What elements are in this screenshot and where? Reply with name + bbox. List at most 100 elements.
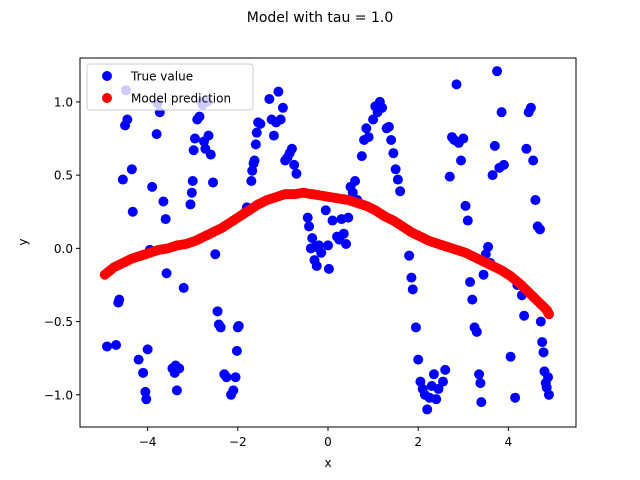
x-tick-label: 0 bbox=[324, 435, 332, 449]
true-value-point bbox=[505, 351, 516, 362]
true-value-point bbox=[208, 177, 219, 188]
true-value-point bbox=[489, 140, 500, 151]
true-value-point bbox=[467, 294, 478, 305]
true-value-point bbox=[363, 132, 374, 143]
true-value-point bbox=[525, 102, 536, 113]
true-value-point bbox=[251, 127, 262, 138]
true-value-point bbox=[521, 143, 532, 154]
true-value-point bbox=[323, 240, 333, 251]
true-value-point bbox=[478, 269, 489, 280]
true-value-point bbox=[406, 272, 417, 283]
true-value-point bbox=[343, 212, 354, 223]
true-value-point bbox=[111, 340, 122, 350]
x-tick-label: −2 bbox=[229, 435, 247, 449]
true-value-point bbox=[451, 79, 462, 90]
legend-marker-true-value bbox=[102, 71, 112, 81]
true-value-point bbox=[510, 392, 521, 403]
true-value-point bbox=[458, 133, 469, 144]
true-value-point bbox=[255, 118, 266, 129]
true-value-point bbox=[147, 181, 158, 192]
true-value-point bbox=[392, 174, 403, 185]
true-value-point bbox=[122, 114, 133, 125]
true-value-point bbox=[534, 224, 545, 235]
true-value-point bbox=[316, 247, 327, 258]
true-value-point bbox=[194, 111, 205, 122]
true-value-point bbox=[537, 337, 548, 348]
points-layer bbox=[99, 66, 554, 415]
legend-marker-model-prediction bbox=[102, 93, 112, 103]
true-value-point bbox=[161, 268, 172, 279]
true-value-point bbox=[437, 376, 448, 387]
true-value-point bbox=[203, 130, 214, 141]
true-value-point bbox=[356, 151, 367, 162]
true-value-point bbox=[487, 170, 498, 181]
true-value-point bbox=[210, 249, 221, 260]
true-value-point bbox=[158, 196, 169, 207]
true-value-point bbox=[249, 155, 260, 166]
true-value-point bbox=[543, 372, 554, 383]
true-value-point bbox=[250, 139, 261, 150]
true-value-point bbox=[433, 383, 444, 394]
x-tick-label: 4 bbox=[505, 435, 513, 449]
true-value-point bbox=[475, 378, 486, 389]
y-tick-label: −0.5 bbox=[44, 315, 73, 329]
true-value-point bbox=[205, 149, 216, 160]
true-value-point bbox=[151, 129, 162, 140]
true-value-point bbox=[428, 369, 439, 380]
true-value-point bbox=[410, 322, 421, 333]
true-value-point bbox=[221, 372, 232, 383]
true-value-point bbox=[519, 310, 530, 321]
true-value-point bbox=[422, 404, 433, 415]
true-value-point bbox=[383, 121, 394, 132]
y-tick-label: 0.5 bbox=[54, 169, 73, 183]
true-value-point bbox=[323, 263, 334, 274]
y-tick-label: 1.0 bbox=[54, 95, 73, 109]
x-tick-label: 2 bbox=[414, 435, 422, 449]
legend-box bbox=[86, 63, 254, 111]
true-value-point bbox=[277, 102, 288, 113]
true-value-point bbox=[178, 282, 189, 293]
x-axis-label: x bbox=[324, 456, 331, 470]
true-value-point bbox=[138, 367, 149, 378]
true-value-point bbox=[291, 168, 302, 179]
legend-label-true-value: True value bbox=[130, 70, 193, 84]
true-value-point bbox=[498, 159, 509, 170]
true-value-point bbox=[390, 164, 401, 175]
true-value-point bbox=[347, 187, 358, 198]
true-value-point bbox=[538, 347, 549, 358]
true-value-point bbox=[160, 214, 171, 225]
true-value-point bbox=[264, 94, 275, 104]
true-value-point bbox=[462, 215, 473, 226]
model-prediction-point bbox=[543, 309, 554, 320]
true-value-point bbox=[126, 164, 137, 175]
y-tick-label: 0.0 bbox=[54, 242, 73, 256]
true-value-point bbox=[275, 114, 286, 125]
true-value-point bbox=[289, 159, 300, 170]
true-value-point bbox=[444, 171, 455, 182]
true-value-point bbox=[127, 206, 138, 217]
y-axis-label: y bbox=[16, 238, 30, 245]
true-value-point bbox=[133, 354, 144, 365]
true-value-point bbox=[377, 102, 388, 113]
true-value-point bbox=[142, 344, 153, 355]
true-value-point bbox=[327, 215, 338, 226]
true-value-point bbox=[307, 233, 318, 244]
true-value-point bbox=[388, 148, 399, 159]
true-value-point bbox=[102, 341, 113, 352]
chart-title: Model with tau = 1.0 bbox=[247, 10, 393, 26]
true-value-point bbox=[471, 326, 482, 337]
true-value-point bbox=[117, 174, 128, 185]
true-value-point bbox=[246, 176, 257, 186]
true-value-point bbox=[304, 221, 315, 232]
true-value-point bbox=[456, 155, 467, 166]
true-value-point bbox=[474, 369, 485, 380]
true-value-point bbox=[228, 385, 239, 396]
true-value-point bbox=[302, 212, 313, 223]
ticks-layer: −4 −2 0 2 4 −1.0 −0.5 0.0 0.5 1.0 bbox=[44, 95, 512, 449]
true-value-point bbox=[496, 107, 507, 118]
true-value-point bbox=[528, 155, 539, 166]
true-value-point bbox=[368, 114, 379, 125]
true-value-point bbox=[350, 176, 361, 186]
true-value-point bbox=[338, 228, 349, 239]
